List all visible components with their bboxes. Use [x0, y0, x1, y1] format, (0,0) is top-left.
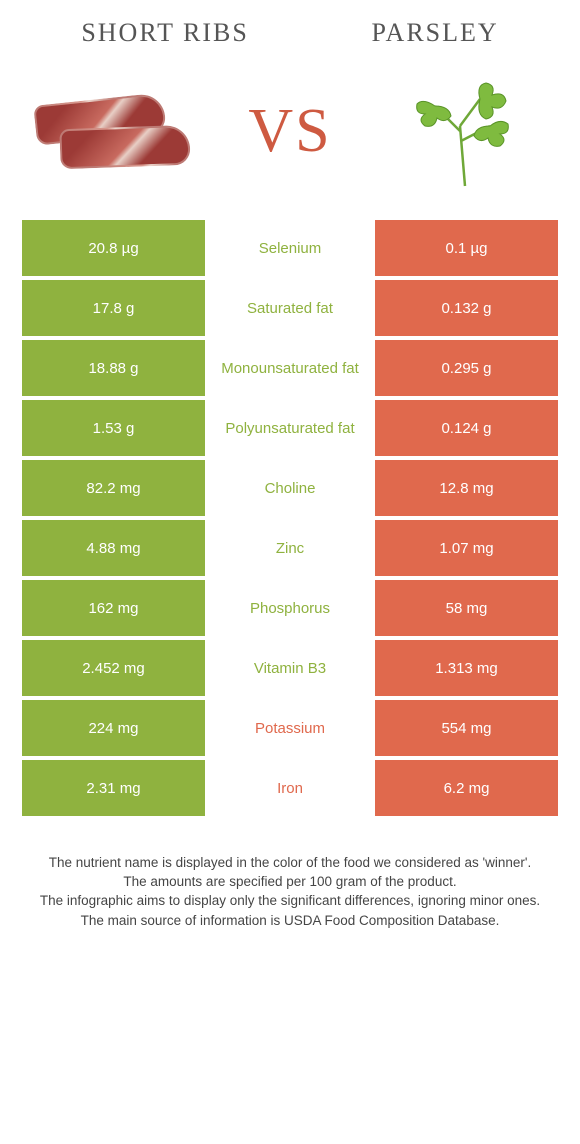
- nutrient-name: Polyunsaturated fat: [205, 400, 375, 456]
- left-value: 2.31 mg: [22, 760, 205, 816]
- short-ribs-image: [30, 66, 200, 196]
- left-value: 20.8 µg: [22, 220, 205, 276]
- nutrient-name: Saturated fat: [205, 280, 375, 336]
- nutrient-name: Monounsaturated fat: [205, 340, 375, 396]
- nutrient-name: Zinc: [205, 520, 375, 576]
- nutrient-name: Choline: [205, 460, 375, 516]
- right-value: 1.07 mg: [375, 520, 558, 576]
- table-row: 18.88 gMonounsaturated fat0.295 g: [22, 340, 558, 396]
- header: Short ribs Parsley: [0, 0, 580, 56]
- left-value: 162 mg: [22, 580, 205, 636]
- comparison-table: 20.8 µgSelenium0.1 µg17.8 gSaturated fat…: [0, 220, 580, 816]
- footer-line-4: The main source of information is USDA F…: [36, 912, 544, 930]
- table-row: 2.31 mgIron6.2 mg: [22, 760, 558, 816]
- right-value: 1.313 mg: [375, 640, 558, 696]
- footer-line-1: The nutrient name is displayed in the co…: [36, 854, 544, 872]
- right-value: 58 mg: [375, 580, 558, 636]
- footer-line-3: The infographic aims to display only the…: [36, 892, 544, 910]
- left-value: 4.88 mg: [22, 520, 205, 576]
- right-value: 0.295 g: [375, 340, 558, 396]
- right-value: 0.132 g: [375, 280, 558, 336]
- nutrient-name: Vitamin B3: [205, 640, 375, 696]
- parsley-image: [380, 66, 550, 196]
- table-row: 162 mgPhosphorus58 mg: [22, 580, 558, 636]
- nutrient-name: Phosphorus: [205, 580, 375, 636]
- nutrient-name: Potassium: [205, 700, 375, 756]
- table-row: 20.8 µgSelenium0.1 µg: [22, 220, 558, 276]
- table-row: 17.8 gSaturated fat0.132 g: [22, 280, 558, 336]
- nutrient-name: Iron: [205, 760, 375, 816]
- right-value: 0.1 µg: [375, 220, 558, 276]
- right-food-title: Parsley: [371, 18, 498, 48]
- table-row: 1.53 gPolyunsaturated fat0.124 g: [22, 400, 558, 456]
- left-value: 1.53 g: [22, 400, 205, 456]
- right-value: 0.124 g: [375, 400, 558, 456]
- vs-label: VS: [248, 96, 331, 167]
- left-value: 82.2 mg: [22, 460, 205, 516]
- images-row: VS: [0, 56, 580, 220]
- right-value: 12.8 mg: [375, 460, 558, 516]
- left-food-title: Short ribs: [81, 18, 249, 48]
- left-value: 224 mg: [22, 700, 205, 756]
- right-value: 6.2 mg: [375, 760, 558, 816]
- table-row: 2.452 mgVitamin B31.313 mg: [22, 640, 558, 696]
- left-value: 18.88 g: [22, 340, 205, 396]
- table-row: 82.2 mgCholine12.8 mg: [22, 460, 558, 516]
- table-row: 4.88 mgZinc1.07 mg: [22, 520, 558, 576]
- left-value: 2.452 mg: [22, 640, 205, 696]
- footer-notes: The nutrient name is displayed in the co…: [0, 820, 580, 930]
- left-value: 17.8 g: [22, 280, 205, 336]
- right-value: 554 mg: [375, 700, 558, 756]
- table-row: 224 mgPotassium554 mg: [22, 700, 558, 756]
- nutrient-name: Selenium: [205, 220, 375, 276]
- footer-line-2: The amounts are specified per 100 gram o…: [36, 873, 544, 891]
